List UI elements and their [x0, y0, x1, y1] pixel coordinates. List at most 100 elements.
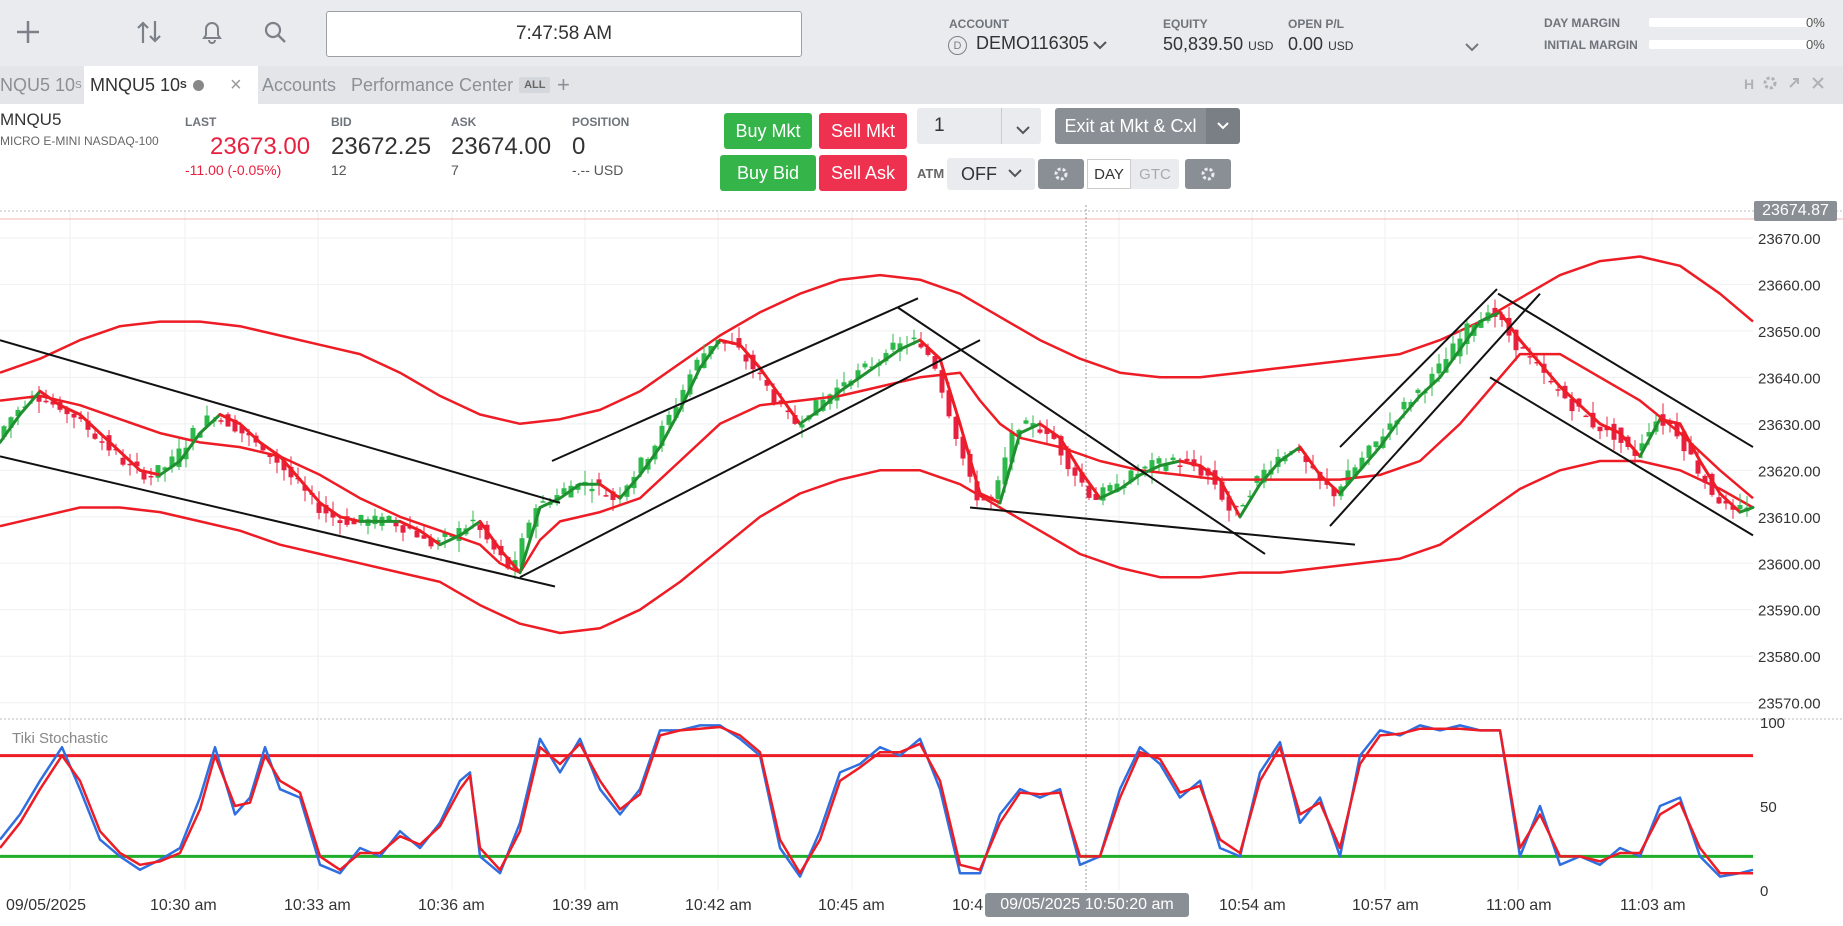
buy-bid-button[interactable]: Buy Bid — [720, 155, 816, 191]
fast-moving-average-segment — [198, 413, 222, 435]
candle-body — [995, 480, 1001, 499]
tif-gtc-option[interactable]: GTC — [1139, 165, 1171, 183]
transfer-arrows-icon[interactable] — [131, 14, 167, 50]
fast-moving-average-segment — [438, 533, 462, 547]
price-chart[interactable]: 23570.00 23580.00 23590.00 23600.00 23610.00… — [0, 200, 1843, 926]
candle-body — [519, 538, 525, 567]
fast-moving-average-segment — [918, 338, 942, 361]
settings-gear-icon[interactable] — [1762, 75, 1778, 96]
candle-body — [708, 345, 714, 355]
fast-moving-average-segment — [798, 408, 822, 426]
candle-body — [1100, 487, 1106, 501]
candle-body — [883, 352, 889, 362]
candle-body — [127, 463, 133, 466]
exit-dropdown-chevron-icon[interactable] — [1206, 108, 1240, 144]
fast-moving-average-segment — [1318, 473, 1342, 496]
atm-select[interactable]: OFF — [947, 158, 1035, 190]
candle-body — [603, 495, 609, 497]
fast-moving-average-segment — [538, 496, 562, 509]
candle-body — [1114, 483, 1120, 492]
fast-moving-average-segment — [558, 482, 582, 500]
candle-body — [1688, 442, 1694, 455]
close-tab-icon[interactable]: × — [230, 74, 242, 96]
plus-icon[interactable] — [10, 14, 46, 50]
time-axis-label: 10:57 am — [1352, 897, 1419, 914]
candle-body — [120, 457, 126, 465]
candle-body — [78, 416, 84, 420]
candle-body — [477, 524, 483, 530]
initial-margin-value: 0% — [1806, 37, 1825, 52]
tif-day-option[interactable]: DAY — [1087, 159, 1131, 189]
bell-icon[interactable] — [194, 14, 230, 50]
time-axis-label: 09/05/2025 — [6, 897, 86, 914]
search-icon[interactable] — [257, 14, 293, 50]
fast-moving-average-segment — [1278, 445, 1302, 463]
tif-toggle[interactable]: DAY GTC — [1087, 159, 1179, 189]
exit-at-market-button[interactable]: Exit at Mkt & Cxl — [1055, 108, 1206, 144]
candle-body — [1359, 457, 1365, 469]
candle-body — [428, 537, 434, 547]
ask-price[interactable]: 23674.00 — [451, 133, 552, 160]
lower-band-line — [0, 459, 1754, 635]
current-price-badge: 23674.87 — [1754, 201, 1837, 221]
fast-moving-average-segment — [978, 492, 1002, 505]
candle-body — [505, 557, 511, 569]
atm-chevron-icon[interactable] — [1007, 166, 1023, 184]
fast-moving-average-segment — [1258, 459, 1282, 486]
stochastic-k-line — [0, 724, 1754, 878]
candle-body — [897, 343, 903, 352]
fast-moving-average-segment — [238, 422, 262, 444]
candle-body — [204, 415, 210, 427]
fast-moving-average-segment — [1178, 459, 1202, 468]
candle-body — [260, 444, 266, 451]
candle-body — [71, 413, 77, 418]
candle-body — [953, 416, 959, 439]
candle-body — [561, 488, 567, 495]
expand-chevron-icon[interactable] — [1464, 40, 1480, 58]
buy-market-button[interactable]: Buy Mkt — [724, 113, 812, 149]
candle-body — [1142, 466, 1148, 469]
candle-body — [393, 521, 399, 527]
account-chevron-icon[interactable] — [1092, 38, 1108, 56]
close-panel-icon[interactable] — [1810, 75, 1826, 96]
quantity-select[interactable]: 1 — [917, 108, 1041, 144]
candle-body — [1450, 343, 1456, 360]
quantity-chevron-icon[interactable] — [1015, 120, 1031, 142]
fast-moving-average-segment — [1218, 478, 1242, 519]
trendline — [1489, 376, 1754, 537]
ask-label: ASK — [451, 115, 477, 129]
tab-accounts[interactable]: Accounts — [262, 74, 337, 95]
tab-nqu5[interactable]: NQU5 10 S — [0, 74, 82, 95]
add-tab-icon[interactable]: + — [557, 72, 570, 97]
fast-moving-average-segment — [278, 454, 302, 482]
fast-moving-average-segment — [1298, 445, 1322, 477]
account-value[interactable]: DEMO116305 — [976, 33, 1089, 53]
popout-icon[interactable] — [1786, 75, 1802, 96]
tab-panel-letter[interactable]: H — [1744, 76, 1755, 92]
trendline — [1497, 292, 1754, 448]
tab-mnqu5[interactable]: MNQU5 10 S × — [84, 66, 258, 104]
order-settings-gear-icon[interactable] — [1185, 159, 1231, 189]
fast-moving-average-segment — [1518, 338, 1542, 365]
bid-label: BID — [331, 115, 352, 129]
sell-market-button[interactable]: Sell Mkt — [819, 113, 907, 149]
candle-body — [785, 410, 791, 413]
candle-body — [316, 502, 322, 513]
position-pl: -.-- USD — [572, 162, 624, 178]
candle-body — [1107, 485, 1113, 492]
trendline — [897, 306, 1266, 555]
candle-body — [1331, 487, 1337, 497]
candle-body — [323, 504, 329, 514]
atm-settings-gear-icon[interactable] — [1038, 159, 1084, 189]
sell-ask-button[interactable]: Sell Ask — [819, 155, 907, 191]
stochastic-axis-label: 100 — [1760, 715, 1785, 732]
tab-performance-center[interactable]: Performance Center ALL — [351, 66, 551, 104]
candle-body — [1569, 398, 1575, 412]
candle-body — [1198, 465, 1204, 476]
fast-moving-average-segment — [658, 408, 682, 449]
bid-price[interactable]: 23672.25 — [331, 133, 432, 160]
candle-body — [232, 419, 238, 432]
fast-moving-average-segment — [178, 431, 202, 463]
day-margin-value: 0% — [1806, 15, 1825, 30]
last-change: -11.00 (-0.05%) — [185, 162, 282, 178]
